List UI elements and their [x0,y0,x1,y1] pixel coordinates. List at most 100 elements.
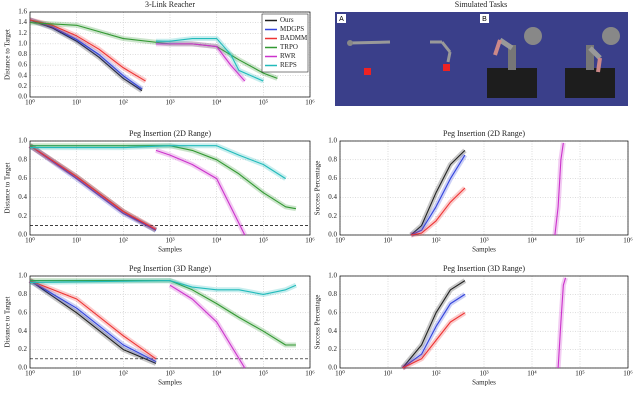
series-band [29,278,297,297]
chart-title: Peg Insertion (2D Range) [443,129,525,138]
y-axis-label: Distance to Target [4,29,12,80]
chart: Peg Insertion (3D Range) Distance to Targ… [4,264,316,387]
chart-title: Peg Insertion (3D Range) [129,264,211,273]
y-tick-label: 0.2 [18,212,27,220]
x-axis-label: Samples [472,379,496,387]
legend-label: REPS [280,61,297,69]
y-tick-label: 1.0 [18,137,27,145]
chart: Peg Insertion (3D Range) Success Percenta… [314,264,634,387]
x-tick-label: 10¹ [383,237,392,245]
y-tick-label: 0.0 [328,231,337,239]
x-tick-label: 10⁴ [527,370,537,378]
plot-frame [29,275,311,369]
x-axis-label: Samples [158,379,182,387]
series-line [29,280,157,364]
chart-title: Peg Insertion (3D Range) [443,264,525,273]
x-tick-label: 10² [431,370,440,378]
chart-title: 3-Link Reacher [145,0,195,9]
y-axis-label: Success Percentage [314,295,322,350]
plot-frame [339,275,629,369]
legend-label: RWR [280,52,296,60]
y-tick-label: 0.0 [328,364,337,372]
x-tick-label: 10⁰ [25,237,35,245]
chart: Peg Insertion (2D Range) Success Percenta… [314,129,634,254]
y-tick-label: 0.4 [18,71,27,79]
y-tick-label: 1.0 [18,39,27,47]
x-tick-label: 10³ [165,237,174,245]
y-tick-label: 0.8 [18,155,27,163]
x-tick-label: 10² [119,99,128,107]
series-line [30,145,286,180]
x-tick-label: 10⁵ [575,237,585,245]
x-axis-label: Samples [472,246,496,254]
x-tick-label: 10³ [165,99,174,107]
series-line [29,280,157,363]
series-line [410,187,466,236]
plot-frame [339,140,629,236]
y-tick-label: 1.2 [18,29,27,37]
plot-frame [29,11,311,98]
y-tick-label: 0.6 [18,61,27,69]
y-tick-label: 0.0 [18,364,27,372]
x-tick-label: 10⁵ [259,237,269,245]
series-line [29,19,146,82]
series-band [155,41,247,83]
series-line [554,142,564,236]
y-tick-label: 0.6 [18,308,27,316]
series-line [155,38,264,82]
legend-label: BADMM [280,34,308,42]
chart: 3-Link Reacher Distance to Target 0.0 0.2 0.… [4,0,316,107]
series-line [29,19,143,92]
legend-box [261,13,309,73]
legend-label: MDGPS [280,25,304,33]
x-tick-label: 10¹ [72,370,81,378]
x-tick-label: 10⁴ [212,99,222,107]
x-tick-label: 10⁵ [575,370,585,378]
y-tick-label: 0.2 [18,82,27,90]
x-tick-label: 10⁶ [305,237,315,245]
series-line [29,280,157,360]
y-tick-label: 0.0 [18,93,27,101]
label-box [480,14,489,23]
x-tick-label: 10² [119,370,128,378]
x-tick-label: 10⁶ [623,370,633,378]
x-tick-label: 10⁴ [212,370,222,378]
series-line [402,312,466,369]
y-tick-label: 1.4 [18,18,27,26]
y-tick-label: 0.4 [18,193,27,201]
x-tick-label: 10⁰ [335,370,345,378]
y-tick-label: 0.8 [18,290,27,298]
y-axis-label: Success Percentage [314,161,322,216]
y-tick-label: 0.2 [328,212,337,220]
y-tick-label: 1.0 [328,137,337,145]
x-tick-label: 10³ [479,370,488,378]
x-tick-label: 10⁰ [25,99,35,107]
robot-a [487,27,542,98]
robot-b [565,27,620,98]
x-tick-label: 10⁰ [335,237,345,245]
series-line [29,145,157,230]
y-tick-label: 0.6 [18,174,27,182]
x-tick-label: 10⁴ [212,237,222,245]
series-line [29,280,297,295]
legend-label: TRPO [280,43,298,51]
y-axis-label: Distance to Target [4,296,12,347]
y-tick-label: 1.0 [18,272,27,280]
series-line [410,150,466,236]
panel-title: Simulated Tasks [455,0,507,9]
series-line [402,293,466,369]
series-band [400,278,467,370]
y-tick-label: 0.8 [18,50,27,58]
y-tick-label: 0.2 [328,345,337,353]
series-line [29,145,157,231]
x-tick-label: 10¹ [383,370,392,378]
legend-label: Ours [280,16,294,24]
x-tick-label: 10³ [165,370,174,378]
y-tick-label: 0.4 [18,327,27,335]
series-line [29,19,143,90]
label-box [337,14,346,23]
sim-panel: Simulated Tasks A B [335,0,628,106]
x-tick-label: 10⁰ [25,370,35,378]
series-line [169,284,246,369]
